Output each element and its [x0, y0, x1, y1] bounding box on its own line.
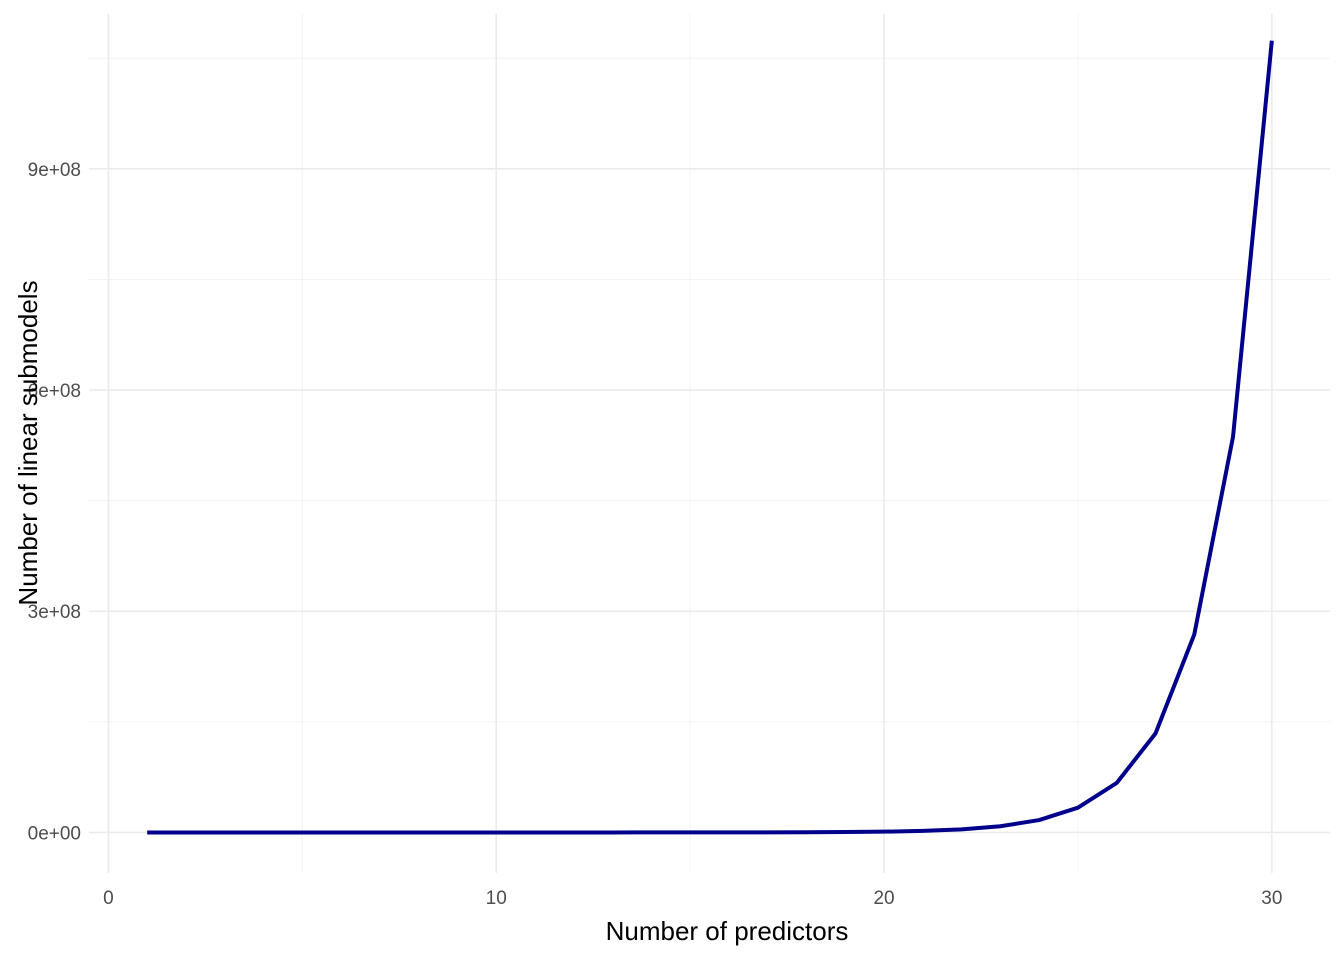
- series-layer: [147, 40, 1274, 835]
- y-tick-label: 9e+08: [28, 160, 81, 181]
- x-axis-title: Number of predictors: [606, 916, 849, 946]
- y-tick-label: 0e+00: [28, 823, 81, 844]
- y-tick-label: 3e+08: [28, 602, 81, 623]
- y-axis-title: Number of linear submodels: [13, 280, 43, 605]
- minor-gridlines: [89, 14, 1330, 873]
- x-tick-label: 20: [873, 888, 894, 909]
- major-gridlines: [89, 14, 1330, 873]
- x-axis-ticks: 0 10 20 30: [103, 888, 1282, 909]
- x-tick-label: 10: [486, 888, 507, 909]
- y-axis-ticks: 0e+00 3e+08 6e+08 9e+08: [28, 160, 81, 845]
- y-tick-label: 6e+08: [28, 381, 81, 402]
- x-tick-label: 0: [103, 888, 114, 909]
- x-tick-label: 30: [1261, 888, 1282, 909]
- series-line: [147, 40, 1274, 835]
